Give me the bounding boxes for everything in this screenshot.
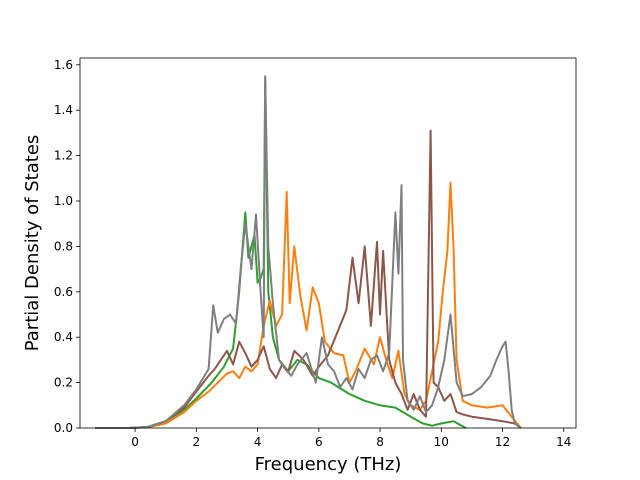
y-axis-ticks: 0.0 0.2 0.4 0.6 0.8 1.0 1.2 1.4 1.6 — [54, 58, 80, 435]
y-tick-label: 1.4 — [54, 103, 73, 117]
series-line-1 — [95, 77, 467, 429]
x-tick-label: 14 — [556, 435, 571, 449]
plot-lines — [95, 75, 522, 429]
x-tick-label: 12 — [495, 435, 510, 449]
x-axis-label: Frequency (THz) — [255, 454, 402, 475]
x-tick-label: 0 — [131, 435, 139, 449]
x-axis-ticks: 0 2 4 6 8 10 12 14 — [131, 428, 571, 449]
axes-frame — [79, 57, 577, 429]
series-line-2 — [95, 181, 522, 429]
x-tick-label: 4 — [254, 435, 262, 449]
y-tick-label: 1.0 — [54, 194, 73, 208]
series-line-4 — [95, 75, 522, 429]
y-tick-label: 0.2 — [54, 376, 73, 390]
y-tick-label: 0.6 — [54, 285, 73, 299]
y-tick-label: 0.8 — [54, 239, 73, 253]
x-tick-label: 8 — [376, 435, 384, 449]
x-tick-label: 2 — [193, 435, 201, 449]
y-tick-label: 0.0 — [54, 421, 73, 435]
y-tick-label: 1.6 — [54, 58, 73, 72]
x-tick-label: 10 — [434, 435, 449, 449]
x-tick-label: 6 — [315, 435, 323, 449]
y-tick-label: 1.2 — [54, 149, 73, 163]
series-line-3 — [95, 129, 522, 429]
y-tick-label: 0.4 — [54, 330, 73, 344]
y-axis-label: Partial Density of States — [22, 135, 43, 352]
